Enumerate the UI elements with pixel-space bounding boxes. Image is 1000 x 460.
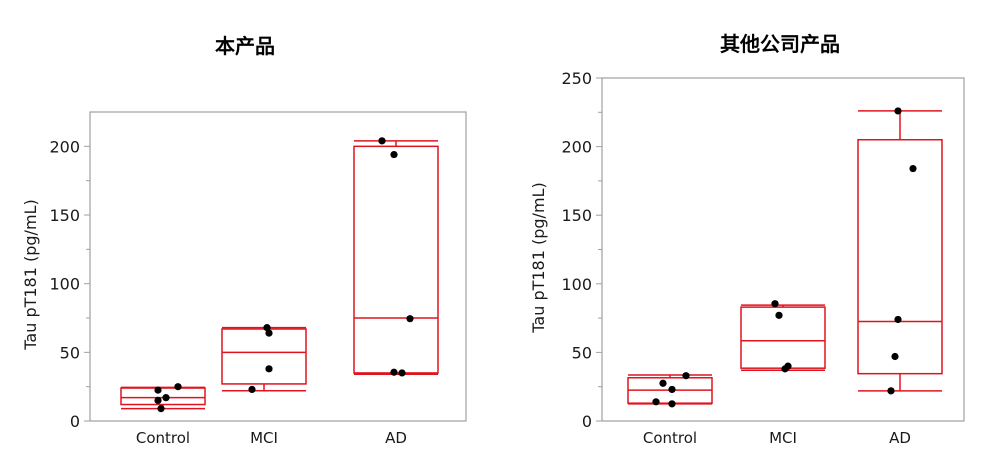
y-tick-label: 0 (582, 412, 592, 431)
y-tick-label: 100 (49, 275, 80, 294)
chart-title: 本产品 (215, 34, 275, 58)
data-point (174, 383, 182, 391)
box-plot: 0 50 100 150 200 250 Tau pT181 (pg/mL) Control M… (529, 69, 965, 447)
data-point (894, 315, 902, 324)
chart-left: 本产品 0 50 100 150 200 Tau pT181 (pg/mL) Control… (21, 34, 467, 447)
y-tick-label: 250 (561, 69, 592, 88)
data-point (154, 386, 162, 394)
data-point (668, 385, 676, 394)
data-point (154, 396, 162, 404)
y-axis-label: Tau pT181 (pg/mL) (21, 199, 40, 350)
data-point (378, 137, 386, 145)
data-point (682, 372, 690, 380)
chart-title: 其他公司产品 (720, 32, 840, 56)
data-point (909, 164, 917, 173)
x-tick-label: AD (889, 429, 911, 447)
iqr-box (740, 306, 826, 369)
data-point (390, 368, 398, 376)
y-tick-label: 50 (572, 343, 592, 362)
box-ad (857, 107, 943, 395)
iqr-box (120, 387, 206, 406)
box-mci (221, 324, 307, 394)
iqr-box (221, 328, 307, 385)
box-control (627, 372, 713, 408)
iqr-box (857, 138, 943, 375)
data-point (265, 329, 273, 337)
data-point (894, 107, 902, 115)
data-point (668, 400, 676, 408)
x-tick-label: MCI (250, 429, 278, 447)
data-point (248, 385, 256, 394)
data-point (659, 379, 667, 387)
data-point (390, 150, 398, 159)
box-plot: 0 50 100 150 200 Tau pT181 (pg/mL) Control MCI A… (21, 111, 467, 447)
data-point (771, 300, 779, 308)
data-point (781, 365, 789, 373)
data-point (775, 311, 783, 319)
x-tick-label: MCI (769, 429, 797, 447)
box-ad (353, 137, 439, 377)
data-point (398, 369, 406, 377)
data-point (157, 405, 165, 413)
iqr-box (353, 145, 439, 374)
y-tick-label: 0 (70, 412, 80, 431)
x-tick-label: Control (643, 429, 697, 447)
data-point (162, 394, 170, 402)
box-mci (740, 300, 826, 373)
y-tick-label: 150 (49, 206, 80, 225)
y-tick-label: 100 (561, 275, 592, 294)
plot-frame (89, 111, 467, 422)
y-axis-label: Tau pT181 (pg/mL) (529, 182, 548, 333)
x-tick-label: AD (385, 429, 407, 447)
y-tick-label: 50 (60, 343, 80, 362)
x-tick-label: Control (136, 429, 190, 447)
data-point (887, 387, 895, 395)
y-tick-label: 150 (561, 206, 592, 225)
data-point (406, 315, 414, 323)
y-tick-label: 200 (561, 138, 592, 157)
chart-right: 其他公司产品 0 50 100 150 200 250 Tau pT181 (pg/mL) C… (500, 0, 1000, 460)
box-control (120, 383, 206, 413)
data-point (652, 398, 660, 406)
data-point (265, 365, 273, 373)
data-point (891, 352, 899, 361)
data-point (263, 324, 271, 332)
y-tick-label: 200 (49, 137, 80, 156)
